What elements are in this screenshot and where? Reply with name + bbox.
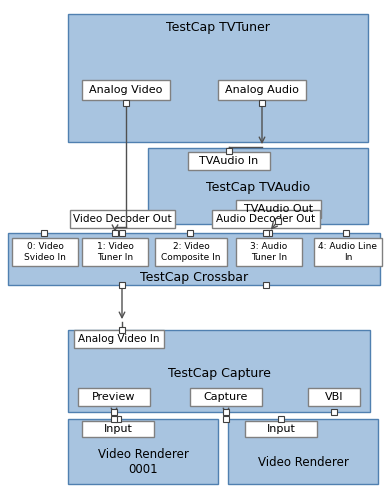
- FancyBboxPatch shape: [68, 419, 218, 484]
- Bar: [263, 230, 269, 236]
- Text: 2: Video
Composite In: 2: Video Composite In: [161, 242, 221, 262]
- Bar: [119, 327, 125, 333]
- FancyBboxPatch shape: [70, 210, 175, 228]
- Text: 3: Audio
Tuner In: 3: Audio Tuner In: [251, 242, 287, 262]
- Text: 4: Audio Line
In: 4: Audio Line In: [319, 242, 377, 262]
- Text: Video Renderer: Video Renderer: [258, 456, 349, 468]
- Text: Analog Audio: Analog Audio: [225, 85, 299, 95]
- FancyBboxPatch shape: [236, 238, 302, 266]
- Bar: [223, 416, 229, 422]
- Text: TestCap TVTuner: TestCap TVTuner: [166, 22, 270, 34]
- Bar: [275, 218, 281, 224]
- Text: Analog Video In: Analog Video In: [78, 334, 160, 344]
- Bar: [266, 230, 272, 236]
- Bar: [115, 416, 121, 422]
- FancyBboxPatch shape: [74, 330, 164, 348]
- FancyBboxPatch shape: [314, 238, 382, 266]
- Bar: [331, 409, 337, 415]
- Text: Input: Input: [103, 424, 132, 434]
- FancyBboxPatch shape: [308, 388, 360, 406]
- Bar: [259, 100, 265, 106]
- Bar: [111, 416, 117, 422]
- Text: VBI: VBI: [325, 392, 343, 402]
- Text: 1: Video
Tuner In: 1: Video Tuner In: [96, 242, 133, 262]
- Text: 0: Video
Svideo In: 0: Video Svideo In: [24, 242, 66, 262]
- Text: Capture: Capture: [204, 392, 248, 402]
- Text: Preview: Preview: [92, 392, 136, 402]
- FancyBboxPatch shape: [218, 80, 306, 100]
- Bar: [187, 230, 193, 236]
- FancyBboxPatch shape: [228, 419, 378, 484]
- FancyBboxPatch shape: [82, 80, 170, 100]
- Text: Analog Video: Analog Video: [89, 85, 163, 95]
- Bar: [278, 416, 284, 422]
- FancyBboxPatch shape: [245, 421, 317, 437]
- FancyBboxPatch shape: [212, 210, 320, 228]
- Bar: [223, 409, 229, 415]
- FancyBboxPatch shape: [236, 200, 321, 218]
- FancyBboxPatch shape: [82, 238, 148, 266]
- Bar: [119, 282, 125, 288]
- FancyBboxPatch shape: [8, 233, 380, 285]
- FancyBboxPatch shape: [78, 388, 150, 406]
- Text: TVAudio Out: TVAudio Out: [244, 204, 313, 214]
- Bar: [343, 230, 349, 236]
- FancyBboxPatch shape: [82, 421, 154, 437]
- FancyBboxPatch shape: [12, 238, 78, 266]
- FancyBboxPatch shape: [68, 330, 370, 412]
- Text: TestCap Capture: TestCap Capture: [168, 368, 270, 380]
- FancyBboxPatch shape: [155, 238, 227, 266]
- Text: TestCap TVAudio: TestCap TVAudio: [206, 182, 310, 194]
- Text: Input: Input: [266, 424, 295, 434]
- Text: TestCap Crossbar: TestCap Crossbar: [140, 271, 248, 283]
- Bar: [41, 230, 47, 236]
- Bar: [123, 100, 129, 106]
- Bar: [112, 230, 118, 236]
- FancyBboxPatch shape: [190, 388, 262, 406]
- Bar: [263, 282, 269, 288]
- FancyBboxPatch shape: [188, 152, 270, 170]
- Text: Audio Decoder Out: Audio Decoder Out: [216, 214, 315, 224]
- Text: Video Renderer
0001: Video Renderer 0001: [98, 448, 188, 476]
- Text: Video Decoder Out: Video Decoder Out: [73, 214, 172, 224]
- FancyBboxPatch shape: [148, 148, 368, 224]
- Bar: [226, 148, 232, 154]
- Bar: [119, 230, 125, 236]
- Bar: [111, 409, 117, 415]
- FancyBboxPatch shape: [68, 14, 368, 142]
- Text: TVAudio In: TVAudio In: [200, 156, 259, 166]
